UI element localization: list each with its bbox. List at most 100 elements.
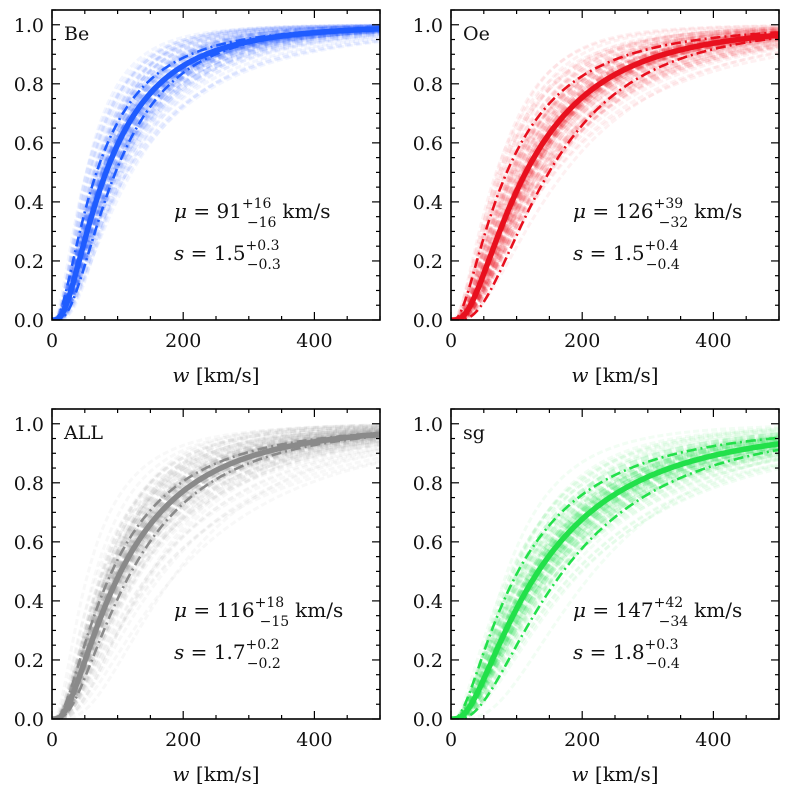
sample-curve bbox=[451, 27, 779, 320]
sample-curve bbox=[451, 437, 779, 719]
sample-curve bbox=[52, 436, 380, 719]
sample-curve bbox=[451, 447, 779, 719]
y-tick-label: 0.0 bbox=[413, 709, 443, 731]
sample-curve bbox=[52, 30, 380, 320]
sample-curve bbox=[451, 434, 779, 719]
y-tick-label: 0.4 bbox=[413, 591, 443, 613]
panel-sg: 0 200 400 0.0 0.2 0.4 0.6 0.8 1.0 w [km/s] sg μ = 1… bbox=[413, 408, 780, 786]
sample-curve bbox=[451, 452, 779, 719]
sample-curve bbox=[451, 436, 779, 719]
sample-curve bbox=[52, 430, 380, 719]
sample-curve bbox=[451, 38, 779, 320]
sample-curve bbox=[451, 445, 779, 719]
sample-curve bbox=[52, 24, 380, 320]
sample-curve bbox=[451, 24, 779, 320]
sample-curve bbox=[451, 437, 779, 719]
sample-curve bbox=[52, 426, 380, 719]
sample-curve bbox=[52, 30, 380, 320]
sample-curve bbox=[451, 444, 779, 719]
x-tick-label: 200 bbox=[165, 330, 201, 352]
y-tick-label: 0.6 bbox=[14, 532, 44, 554]
sample-curve bbox=[52, 424, 380, 719]
sample-curve bbox=[451, 450, 779, 719]
sample-curve bbox=[52, 24, 380, 320]
y-tick-label: 1.0 bbox=[413, 15, 443, 37]
sample-curve bbox=[451, 431, 779, 719]
sample-curve bbox=[52, 40, 380, 320]
sample-curve bbox=[52, 425, 380, 719]
sample-curve bbox=[451, 450, 779, 719]
panel-label: ALL bbox=[63, 422, 103, 444]
sample-curve bbox=[52, 430, 380, 719]
sample-curve bbox=[52, 427, 380, 719]
sample-curve bbox=[451, 43, 779, 320]
sample-curve bbox=[52, 426, 380, 719]
sample-curve bbox=[451, 39, 779, 320]
sample-curve bbox=[52, 33, 380, 320]
sample-curve bbox=[451, 447, 779, 719]
y-tick-label: 1.0 bbox=[14, 15, 44, 37]
sample-curve bbox=[451, 432, 779, 719]
sample-curve bbox=[451, 438, 779, 719]
sample-curve bbox=[451, 38, 779, 320]
y-tick-label: 0.8 bbox=[413, 74, 443, 96]
x-tick-label: 200 bbox=[564, 330, 600, 352]
sample-curve bbox=[451, 26, 779, 320]
sample-curve bbox=[451, 458, 779, 719]
sample-curve bbox=[52, 423, 380, 719]
mu-annotation: μ = 116+18 −15 km/s bbox=[174, 595, 343, 630]
x-axis-label: w [km/s] bbox=[571, 363, 658, 387]
sample-curve bbox=[52, 424, 380, 719]
lower-bound-curve bbox=[451, 36, 779, 320]
upper-bound-curve bbox=[451, 436, 779, 719]
sample-curve bbox=[451, 462, 779, 719]
upper-bound-curve bbox=[52, 27, 380, 320]
panel-label: Be bbox=[64, 23, 89, 45]
x-tick-label: 400 bbox=[695, 330, 731, 352]
sample-curve bbox=[52, 30, 380, 320]
sample-curve bbox=[451, 453, 779, 719]
sample-curve bbox=[52, 25, 380, 320]
sample-curve bbox=[52, 30, 380, 320]
sample-curve bbox=[52, 39, 380, 320]
y-tick-label: 1.0 bbox=[413, 414, 443, 436]
best-fit-curve bbox=[52, 431, 380, 719]
sample-curve bbox=[451, 39, 779, 320]
sample-curve bbox=[451, 425, 779, 719]
lower-bound-curve bbox=[451, 448, 779, 719]
sample-curve bbox=[451, 453, 779, 719]
sample-curve bbox=[451, 434, 779, 719]
panel-label: Oe bbox=[463, 23, 490, 45]
sample-curve bbox=[52, 31, 380, 320]
sample-curve bbox=[52, 30, 380, 320]
sample-curve bbox=[451, 35, 779, 320]
mu-annotation: μ = 126+39 −32 km/s bbox=[573, 196, 742, 231]
sample-curve bbox=[52, 28, 380, 320]
sample-curve bbox=[52, 24, 380, 320]
sample-curve bbox=[52, 23, 380, 320]
panel-label: sg bbox=[463, 422, 485, 444]
sample-curve bbox=[52, 23, 380, 320]
sample-curve bbox=[52, 448, 380, 719]
sample-curve bbox=[52, 24, 380, 320]
y-tick-label: 0.6 bbox=[413, 532, 443, 554]
sample-curve bbox=[52, 423, 380, 719]
sample-curve bbox=[52, 24, 380, 320]
sample-curve bbox=[451, 426, 779, 719]
sample-curve bbox=[451, 30, 779, 320]
sample-curve bbox=[52, 34, 380, 320]
plot-area bbox=[451, 425, 779, 719]
sample-curve bbox=[451, 456, 779, 719]
x-tick-label: 0 bbox=[445, 330, 457, 352]
sample-curve bbox=[451, 36, 779, 320]
sample-curve bbox=[52, 456, 380, 719]
s-annotation: s = 1.8+0.3 −0.4 bbox=[573, 637, 680, 672]
sample-curve bbox=[52, 23, 380, 320]
sample-curve bbox=[52, 429, 380, 719]
sample-curve bbox=[451, 47, 779, 320]
sample-curve bbox=[52, 25, 380, 320]
sample-curve bbox=[451, 434, 779, 719]
sample-curve bbox=[52, 434, 380, 719]
sample-curve bbox=[52, 29, 380, 320]
